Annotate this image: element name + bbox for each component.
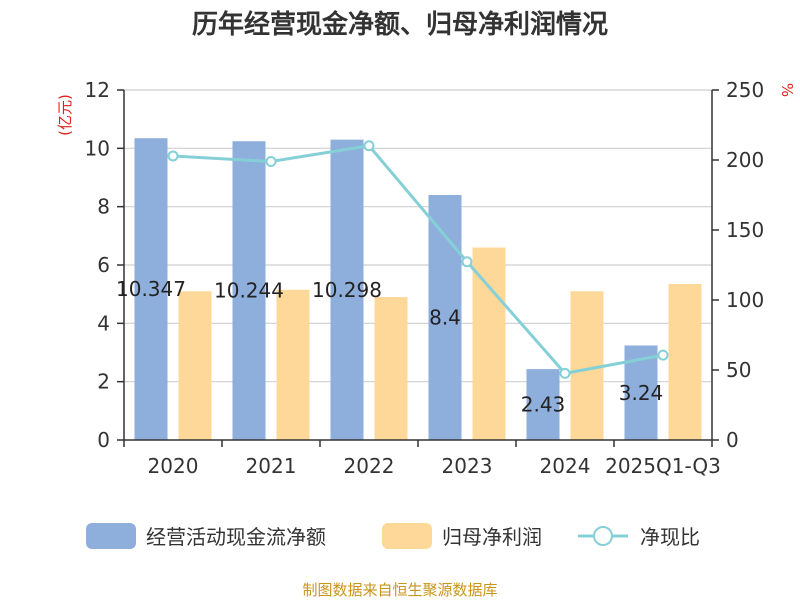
y-left-tick-label: 0 [97, 428, 110, 452]
x-tick-label: 2025Q1-Q3 [605, 454, 721, 478]
y-right-tick-label: 0 [726, 428, 739, 452]
y-right-tick-label: 100 [726, 288, 764, 312]
y-left-tick-label: 12 [85, 78, 110, 102]
ratio-point [461, 256, 473, 268]
x-tick-label: 2021 [246, 454, 297, 478]
y-right-unit: % [778, 83, 796, 97]
bar-value-label: 10.298 [312, 278, 382, 302]
ratio-point [559, 367, 571, 379]
data-labels: 10.347 10.244 10.298 8.4 2.43 3.24 [116, 277, 663, 416]
y-right-tick-label: 150 [726, 218, 764, 242]
y-right-tick-label: 50 [726, 358, 751, 382]
bar-value-label: 2.43 [521, 393, 566, 417]
bar-value-label: 10.347 [116, 277, 186, 301]
y-left-tick-label: 2 [97, 370, 110, 394]
bar [178, 291, 212, 440]
y-left-tick-label: 10 [85, 136, 110, 160]
y-right-tick-label: 200 [726, 148, 764, 172]
bar [374, 297, 408, 440]
chart-title: 历年经营现金净额、归母净利润情况 [192, 9, 608, 40]
legend-swatch [382, 523, 432, 549]
ratio-line [167, 140, 669, 379]
bar [232, 141, 266, 440]
x-tick-label: 2023 [442, 454, 493, 478]
ratio-point [265, 156, 277, 168]
x-tick-label: 2022 [344, 454, 395, 478]
source-note: 制图数据来自恒生聚源数据库 [302, 581, 497, 599]
x-tick-label: 2024 [540, 454, 591, 478]
axes: 0 2 4 6 8 10 12 0 50 100 150 200 250 2020 2021 2022 2023… [85, 78, 765, 478]
bar [526, 369, 560, 440]
y-right-tick-label: 250 [726, 78, 764, 102]
x-tick-label: 2020 [148, 454, 199, 478]
legend: 经营活动现金流净额 归母净利润 净现比 [86, 523, 700, 549]
bar [570, 291, 604, 440]
ratio-point [167, 150, 179, 162]
y-left-tick-label: 4 [97, 311, 110, 335]
bar [134, 138, 168, 440]
bar [668, 283, 702, 440]
bar-value-label: 3.24 [619, 381, 664, 405]
bar-value-label: 8.4 [429, 306, 461, 330]
y-left-tick-label: 6 [97, 253, 110, 277]
bar [276, 289, 310, 440]
bar-value-label: 10.244 [214, 279, 284, 303]
legend-label: 归母净利润 [442, 525, 542, 549]
bars [134, 138, 702, 440]
gridlines [124, 89, 712, 383]
ratio-point [657, 349, 669, 361]
legend-label: 经营活动现金流净额 [146, 525, 326, 549]
bar [472, 247, 506, 440]
y-left-tick-label: 8 [97, 195, 110, 219]
y-left-unit: (亿元) [56, 94, 74, 136]
bar [330, 139, 364, 440]
legend-label: 净现比 [640, 525, 700, 549]
legend-swatch [86, 523, 136, 549]
ratio-line-path [172, 144, 664, 375]
legend-marker [593, 526, 613, 546]
ratio-point [363, 140, 375, 152]
